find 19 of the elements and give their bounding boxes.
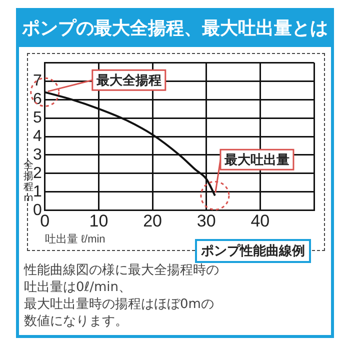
text: 数値になります。 — [24, 313, 129, 330]
text: 性能曲線図の様に最大全揚程時の — [24, 262, 219, 279]
text: 吐出量は0ℓ/min、 — [24, 279, 133, 296]
text: ポンプ性能曲線例 — [195, 239, 311, 263]
y-axis-title: 全揚程m — [23, 160, 34, 204]
y-tick-label: 3 — [32, 146, 42, 164]
y-tick-label: 4 — [32, 128, 42, 145]
x-tick-label: 30 — [196, 211, 216, 230]
text: 最大吐出量時の揚程はほぼ0mの — [24, 296, 215, 313]
y-tick-label: 1 — [32, 183, 42, 200]
y-tick-label: 5 — [32, 109, 42, 126]
annotation: 最大全揚程 — [95, 74, 162, 89]
x-tick-label: 10 — [89, 211, 108, 230]
chart-title: ポンプの最大全揚程、最大吐出量とは — [19, 11, 331, 47]
x-axis-title: 吐出量 ℓ/min — [44, 232, 106, 246]
annotation: 最大吐出量 — [223, 152, 290, 168]
y-tick-label: 2 — [32, 164, 42, 182]
x-tick-label: 20 — [143, 211, 162, 230]
x-tick-label: 40 — [250, 211, 270, 230]
